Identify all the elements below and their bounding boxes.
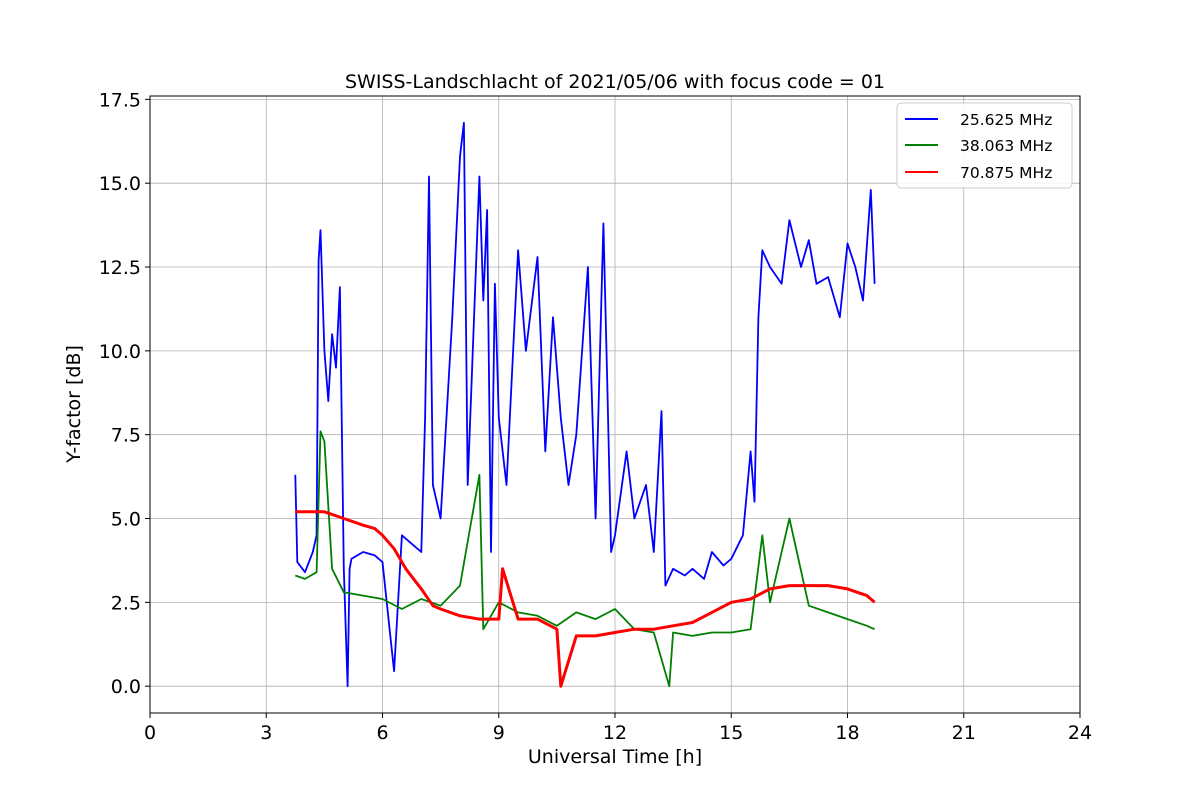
x-tick-label: 3: [260, 722, 272, 744]
x-tick-label: 18: [835, 722, 859, 744]
y-tick-label: 5.0: [111, 509, 141, 531]
y-tick-label: 12.5: [99, 257, 141, 279]
x-tick-label: 24: [1068, 722, 1092, 744]
y-tick-label: 0.0: [111, 676, 141, 698]
legend-label-25625: 25.625 MHz: [960, 111, 1052, 129]
y-tick-label: 15.0: [99, 173, 141, 195]
axes: 0 3 6 9 12 15 18 21 24 0.0 2.5 5.0 7.5 10.0 12.5 15.0 17…: [99, 89, 1092, 744]
series-line-25-625-mhz: [294, 121, 876, 688]
chart-title: SWISS-Landschlacht of 2021/05/06 with fo…: [345, 71, 885, 93]
y-tick-label: 17.5: [99, 89, 141, 111]
x-tick-label: 15: [719, 722, 743, 744]
x-tick-label: 9: [493, 722, 505, 744]
y-axis-label: Y-factor [dB]: [63, 345, 85, 464]
x-tick-label: 21: [952, 722, 976, 744]
y-tick-label: 10.0: [99, 341, 141, 363]
series-layer: [294, 121, 876, 688]
x-axis-label: Universal Time [h]: [528, 746, 702, 768]
legend-label-70875: 70.875 MHz: [960, 164, 1052, 182]
legend-box: [896, 102, 1073, 189]
legend-label-38063: 38.063 MHz: [960, 137, 1052, 155]
series-line-70-875-mhz: [295, 510, 876, 688]
y-tick-label: 7.5: [111, 425, 141, 447]
legend: 25.625 MHz 38.063 MHz 70.875 MHz: [896, 102, 1073, 189]
x-tick-label: 6: [376, 722, 388, 744]
y-tick-label: 2.5: [111, 592, 141, 614]
x-tick-label: 0: [144, 722, 156, 744]
x-tick-label: 12: [603, 722, 627, 744]
